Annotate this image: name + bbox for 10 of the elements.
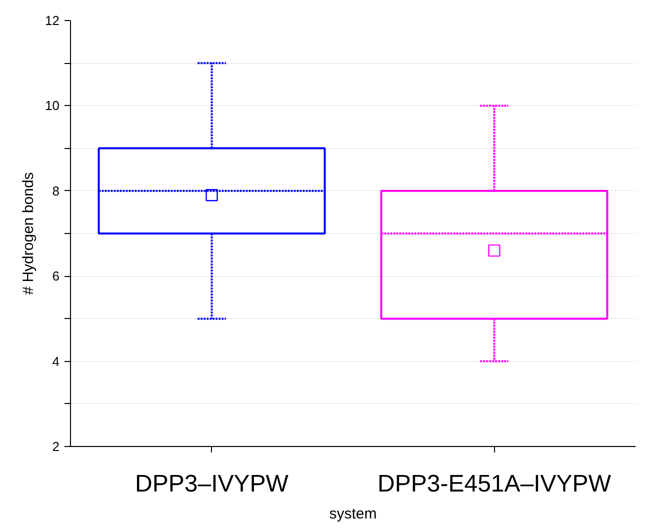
y-tick-label: 10	[45, 98, 60, 114]
x-tick-label: DPP3–IVYPW	[135, 470, 289, 498]
x-tick-label: DPP3-E451A–IVYPW	[378, 470, 612, 498]
y-tick-label: 6	[52, 268, 60, 284]
y-tick-label: 4	[52, 354, 60, 369]
y-tick-label: 2	[52, 439, 60, 454]
y-axis-title: # Hydrogen bonds	[20, 172, 38, 295]
y-tick-label: 8	[52, 183, 60, 198]
x-axis-title: system	[329, 506, 377, 522]
y-tick-label: 12	[45, 13, 60, 28]
